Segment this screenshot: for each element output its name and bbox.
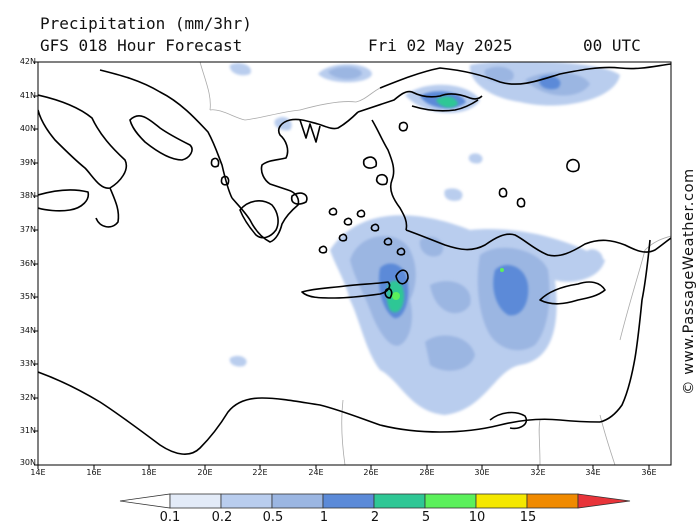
forecast-date: Fri 02 May 2025 bbox=[368, 36, 513, 55]
colorbar-label: 5 bbox=[421, 510, 431, 525]
colorbar-under-triangle bbox=[119, 493, 171, 509]
colorbar-label: 2 bbox=[370, 510, 380, 525]
lat-label: 32N bbox=[19, 393, 36, 402]
colorbar-over-triangle bbox=[577, 493, 631, 509]
colorbar-label: 0.1 bbox=[159, 510, 181, 525]
colorbar-segment bbox=[526, 493, 579, 509]
lat-label: 37N bbox=[19, 225, 36, 234]
lon-label: 20E bbox=[197, 468, 213, 477]
lon-label: 14E bbox=[30, 468, 46, 477]
colorbar bbox=[119, 493, 631, 509]
colorbar-segment bbox=[322, 493, 375, 509]
axis-ticks bbox=[34, 61, 650, 469]
lat-label: 33N bbox=[19, 359, 36, 368]
colorbar-segment bbox=[475, 493, 528, 509]
lat-label: 35N bbox=[19, 292, 36, 301]
lon-label: 26E bbox=[363, 468, 379, 477]
lat-label: 30N bbox=[19, 458, 36, 467]
colorbar-segment bbox=[271, 493, 324, 509]
colorbar-label: 0.5 bbox=[262, 510, 284, 525]
forecast-label: GFS 018 Hour Forecast bbox=[40, 36, 243, 55]
lon-label: 36E bbox=[641, 468, 657, 477]
country-borders bbox=[199, 62, 671, 465]
lat-label: 41N bbox=[19, 91, 36, 100]
lat-label: 34N bbox=[19, 326, 36, 335]
lon-label: 32E bbox=[530, 468, 546, 477]
colorbar-label: 0.2 bbox=[211, 510, 233, 525]
lon-label: 34E bbox=[585, 468, 601, 477]
forecast-time: 00 UTC bbox=[583, 36, 641, 55]
lat-label: 31N bbox=[19, 426, 36, 435]
lat-label: 40N bbox=[19, 124, 36, 133]
lat-label: 36N bbox=[19, 259, 36, 268]
precip-extreme bbox=[392, 268, 504, 300]
site-credit: © www.PassageWeather.com bbox=[681, 168, 697, 395]
lat-label: 38N bbox=[19, 191, 36, 200]
colorbar-label: 15 bbox=[519, 510, 537, 525]
lon-label: 28E bbox=[419, 468, 435, 477]
map-title: Precipitation (mm/3hr) bbox=[40, 14, 252, 33]
lat-label: 42N bbox=[19, 57, 36, 66]
colorbar-segment bbox=[220, 493, 273, 509]
coastlines bbox=[38, 63, 671, 455]
lon-label: 18E bbox=[141, 468, 157, 477]
lon-label: 22E bbox=[252, 468, 268, 477]
lon-label: 30E bbox=[474, 468, 490, 477]
colorbar-label: 1 bbox=[319, 510, 329, 525]
lat-label: 39N bbox=[19, 158, 36, 167]
colorbar-segment bbox=[169, 493, 222, 509]
colorbar-segment bbox=[373, 493, 426, 509]
colorbar-segment bbox=[424, 493, 477, 509]
lon-label: 16E bbox=[86, 468, 102, 477]
colorbar-label: 10 bbox=[468, 510, 486, 525]
lon-label: 24E bbox=[308, 468, 324, 477]
